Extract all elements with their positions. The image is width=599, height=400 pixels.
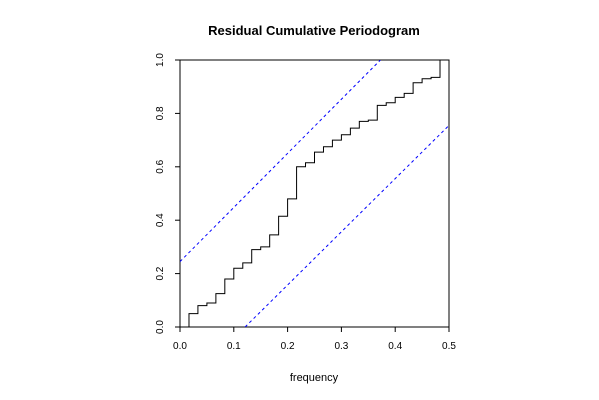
y-tick-label: 1.0 — [155, 53, 166, 67]
y-tick-label: 0.0 — [155, 320, 166, 334]
y-axis: 0.0 0.2 0.4 0.6 0.8 1.0 — [155, 53, 180, 334]
x-tick-label: 0.3 — [334, 341, 348, 352]
series-layer — [180, 60, 449, 327]
x-axis: 0.0 0.1 0.2 0.3 0.4 0.5 — [173, 327, 456, 352]
plot-frame — [179, 59, 450, 328]
x-tick-label: 0.2 — [281, 341, 295, 352]
x-tick-label: 0.1 — [227, 341, 241, 352]
chart-title: Residual Cumulative Periodogram — [208, 23, 420, 38]
plot-area — [179, 59, 450, 328]
y-tick-label: 0.2 — [155, 266, 166, 280]
x-axis-label: frequency — [290, 372, 339, 384]
confidence-band-line-2 — [244, 125, 449, 327]
x-tick-label: 0.4 — [388, 341, 402, 352]
y-tick-label: 0.8 — [155, 106, 166, 120]
confidence-band-line-1 — [180, 60, 381, 262]
y-tick-label: 0.4 — [155, 213, 166, 227]
x-tick-label: 0.0 — [173, 341, 187, 352]
y-tick-label: 0.6 — [155, 159, 166, 173]
x-tick-label: 0.5 — [442, 341, 456, 352]
cumulative-periodogram-line — [180, 60, 449, 327]
